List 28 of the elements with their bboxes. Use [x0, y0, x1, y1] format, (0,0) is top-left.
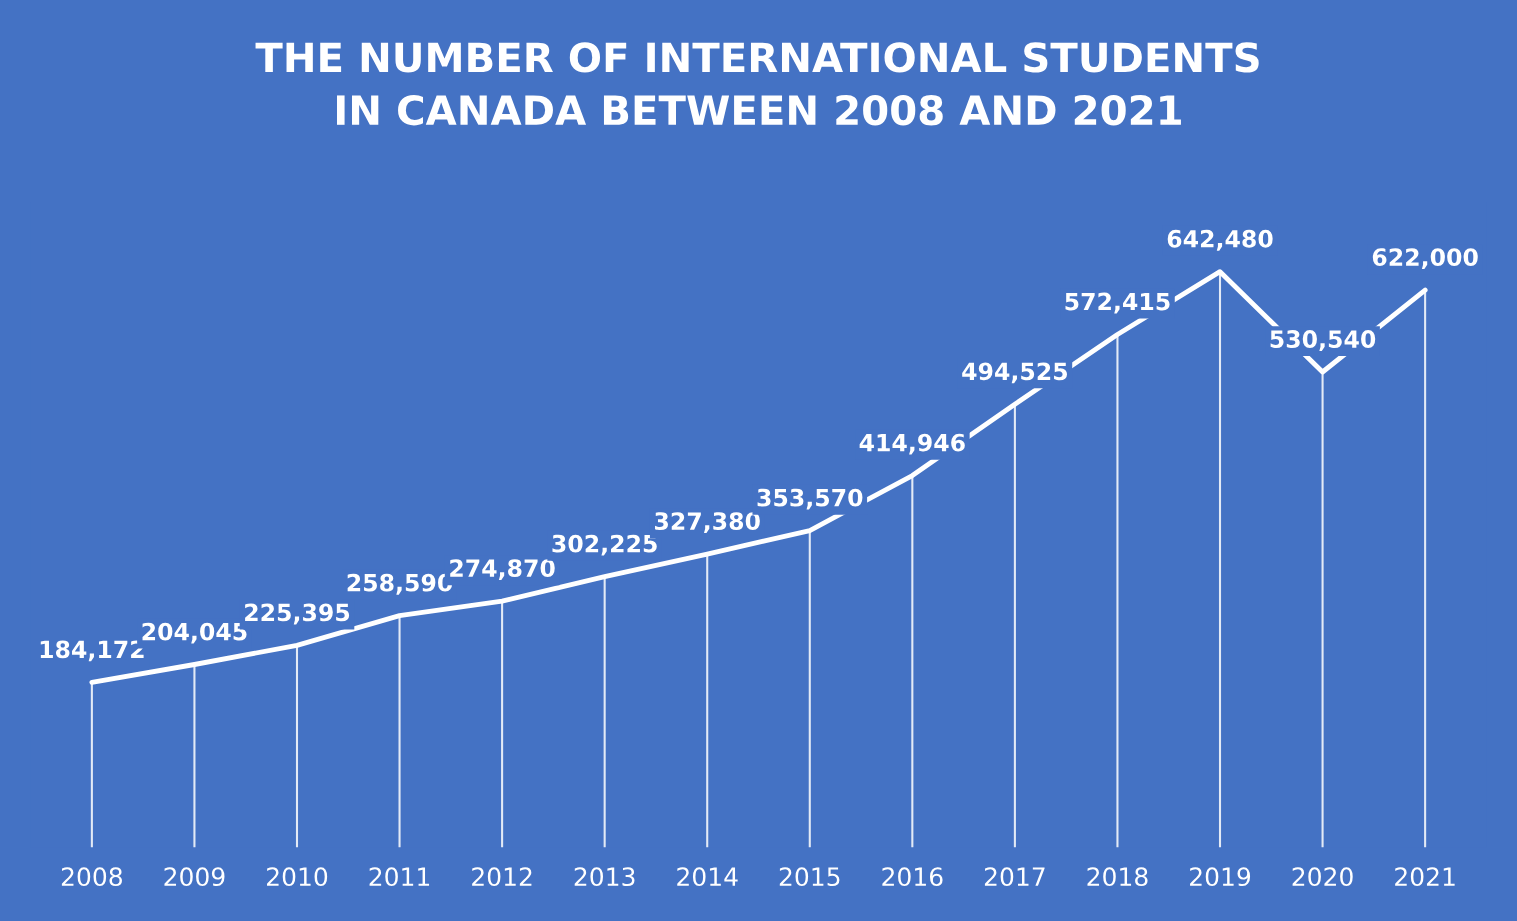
- data-label: 642,480: [1167, 229, 1273, 251]
- data-label: 204,045: [142, 622, 247, 644]
- x-tick-label: 2018: [1087, 867, 1148, 887]
- x-tick-label: 2016: [882, 867, 943, 887]
- data-label: 302,225: [552, 534, 657, 556]
- x-tick-label: 2012: [472, 867, 532, 887]
- data-label: 572,415: [1065, 292, 1170, 314]
- data-label: 622,000: [1372, 248, 1478, 270]
- data-label: 353,570: [757, 488, 863, 510]
- x-tick-label: 2015: [779, 867, 840, 887]
- x-tick-label: 2019: [1190, 867, 1251, 887]
- x-tick-label: 2008: [61, 867, 122, 887]
- data-label: 414,946: [859, 433, 965, 455]
- data-label: 184,172: [40, 640, 144, 662]
- x-tick-label: 2010: [267, 867, 328, 887]
- chart-title: THE NUMBER OF INTERNATIONAL STUDENTS IN CANADA BETWEEN 2008 AND 2021: [255, 42, 1259, 126]
- data-label: 274,870: [450, 559, 555, 581]
- data-label: 530,540: [1270, 330, 1376, 351]
- x-tick-label: 2014: [677, 867, 738, 887]
- x-tick-label: 2020: [1292, 867, 1353, 887]
- x-tick-label: 2009: [164, 867, 225, 887]
- x-tick-label: 2017: [984, 867, 1045, 887]
- data-label: 327,380: [655, 512, 760, 534]
- x-tick-label: 2011: [369, 867, 430, 887]
- x-tick-label: 2013: [574, 867, 635, 887]
- x-tick-label: 2021: [1395, 867, 1455, 887]
- data-label: 494,525: [962, 362, 1068, 384]
- data-label: 225,395: [245, 603, 350, 625]
